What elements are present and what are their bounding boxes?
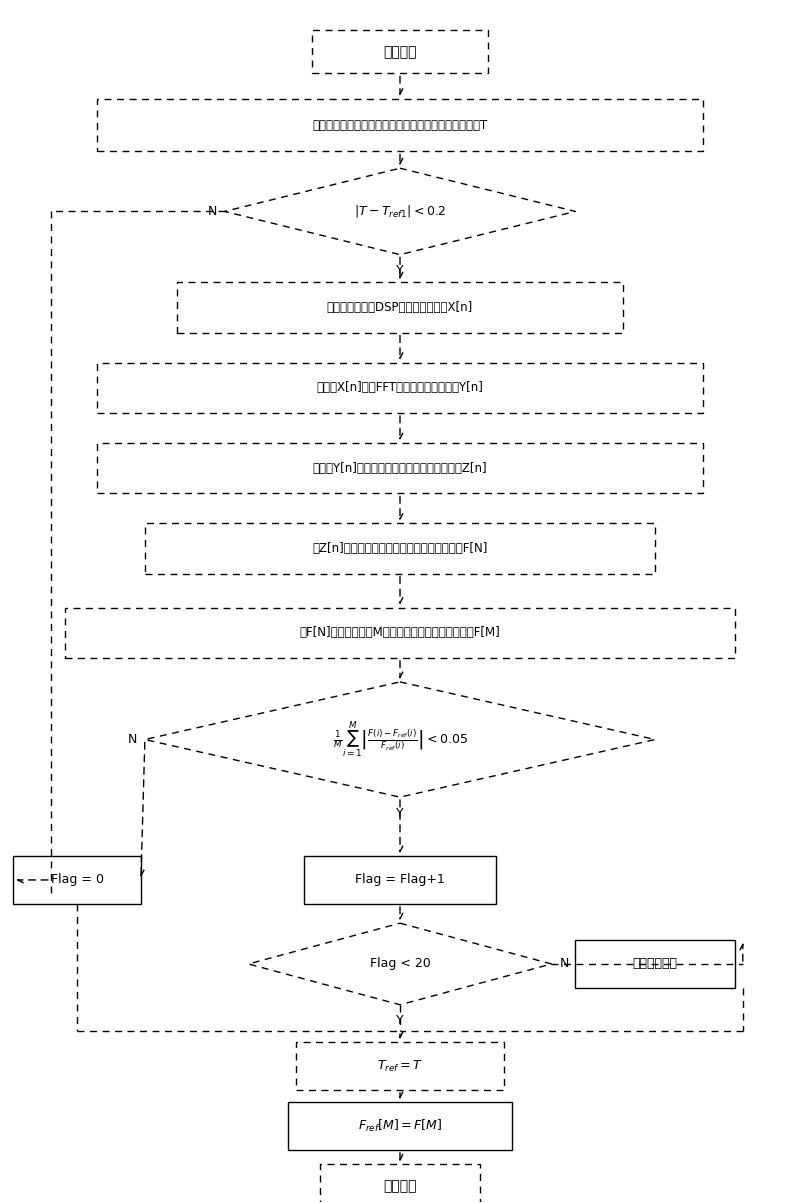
Text: 在Z[n]中查找功率密度峰値点对应的频率序列F[N]: 在Z[n]中查找功率密度峰値点对应的频率序列F[N]: [312, 543, 488, 556]
Text: 输出报警信号: 输出报警信号: [633, 958, 678, 971]
Text: Y: Y: [396, 265, 404, 277]
Text: Y: Y: [396, 807, 404, 819]
FancyBboxPatch shape: [312, 30, 488, 73]
Text: 中断入口: 中断入口: [383, 45, 417, 59]
Text: 中断出口: 中断出口: [383, 1179, 417, 1193]
FancyBboxPatch shape: [304, 857, 496, 903]
Text: $T_{ref}=T$: $T_{ref}=T$: [377, 1059, 423, 1073]
Text: $\frac{1}{M}\sum_{i=1}^{M}\left|\frac{F(i)-F_{ref}(i)}{F_{ref}(i)}\right|<0.05$: $\frac{1}{M}\sum_{i=1}^{M}\left|\frac{F(…: [333, 719, 467, 760]
Text: 计算本次高频电流出现时刻与电流过零时刻的时间间隔T: 计算本次高频电流出现时刻与电流过零时刻的时间间隔T: [312, 119, 488, 131]
Text: N: N: [127, 733, 137, 746]
Polygon shape: [145, 682, 655, 798]
FancyBboxPatch shape: [97, 443, 703, 493]
Text: 对变量X[n]进行FFT变换，结果存为变量Y[n]: 对变量X[n]进行FFT变换，结果存为变量Y[n]: [317, 381, 483, 395]
Polygon shape: [225, 168, 575, 255]
Text: 对F[N]排序后，选取M个功率密度値最大点对应频率F[M]: 对F[N]排序后，选取M个功率密度値最大点对应频率F[M]: [300, 627, 500, 639]
Text: $|T-T_{ref1}|<0.2$: $|T-T_{ref1}|<0.2$: [354, 203, 446, 219]
FancyBboxPatch shape: [575, 940, 735, 988]
FancyBboxPatch shape: [320, 1165, 480, 1203]
FancyBboxPatch shape: [288, 1102, 512, 1150]
Text: 读入波形数据到DSP内部存储器变量X[n]: 读入波形数据到DSP内部存储器变量X[n]: [327, 301, 473, 314]
FancyBboxPatch shape: [296, 1042, 504, 1090]
FancyBboxPatch shape: [177, 283, 623, 333]
Text: Y: Y: [396, 1014, 404, 1027]
Text: Flag = 0: Flag = 0: [50, 873, 104, 887]
Text: $F_{ref}[M]=F[M]$: $F_{ref}[M]=F[M]$: [358, 1118, 442, 1134]
FancyBboxPatch shape: [65, 608, 735, 658]
Text: N: N: [559, 958, 569, 971]
Text: Flag < 20: Flag < 20: [370, 958, 430, 971]
Text: 对变量Y[n]进行数学形态滤波处理，结果存为Z[n]: 对变量Y[n]进行数学形态滤波处理，结果存为Z[n]: [313, 462, 487, 475]
FancyBboxPatch shape: [97, 362, 703, 413]
FancyBboxPatch shape: [97, 99, 703, 152]
FancyBboxPatch shape: [14, 857, 141, 903]
Polygon shape: [249, 923, 551, 1005]
Text: N: N: [207, 205, 217, 218]
FancyBboxPatch shape: [145, 523, 655, 574]
Text: Flag = Flag+1: Flag = Flag+1: [355, 873, 445, 887]
